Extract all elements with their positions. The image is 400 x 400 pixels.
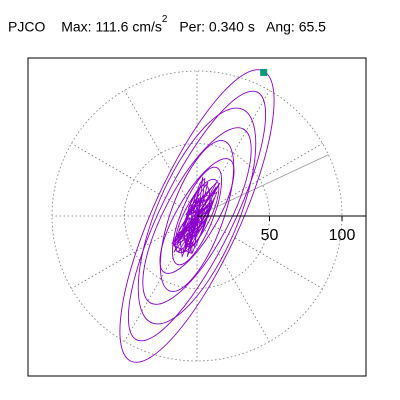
marker-layer <box>260 68 268 76</box>
grid-spoke <box>124 90 198 217</box>
plot-frame <box>27 57 367 377</box>
radial-tick-label-100: 100 <box>329 227 356 244</box>
max-unit-exponent: 2 <box>161 14 168 25</box>
per-value: 0.340 s <box>208 18 255 35</box>
reference-line <box>196 154 329 217</box>
orbit-loop-4 <box>142 127 252 305</box>
orbit-loop-3 <box>137 107 257 325</box>
orbit-loop-2 <box>127 90 267 342</box>
grid-spoke <box>71 143 198 217</box>
ang-value: 65.5 <box>298 18 326 35</box>
chart-header: PJCO Max: 111.6 cm/s2 Per: 0.340 s Ang: … <box>8 14 326 35</box>
orbit-loop-6 <box>159 158 235 274</box>
orbit-loop-7 <box>172 166 222 266</box>
max-value: 111.6 <box>95 18 129 35</box>
ang-label: Ang: <box>265 18 295 35</box>
station-code: PJCO <box>8 18 46 35</box>
orbit-loop-5 <box>159 140 235 292</box>
radial-axis: 50 100 <box>197 215 366 244</box>
peak-marker <box>260 68 268 76</box>
grid-spoke <box>196 215 323 289</box>
orbit-core-trace <box>171 176 221 258</box>
radial-tick-label-50: 50 <box>261 227 279 244</box>
per-label: Per: <box>179 18 206 35</box>
grid-spoke <box>196 215 270 342</box>
max-unit: cm/s <box>132 18 162 35</box>
max-label: Max: <box>61 18 92 35</box>
